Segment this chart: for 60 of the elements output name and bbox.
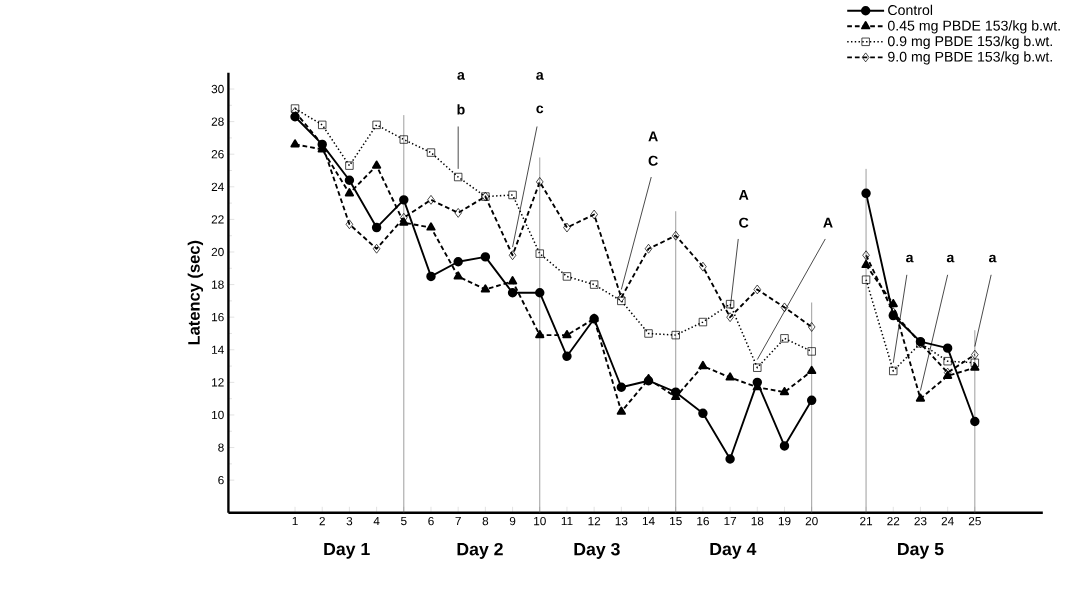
y-tick-label: 12 bbox=[212, 378, 224, 387]
x-tick-label: 8 bbox=[482, 516, 489, 526]
x-tick-label: 9 bbox=[509, 516, 516, 526]
x-tick-label: 14 bbox=[642, 516, 655, 526]
annotation: c bbox=[536, 105, 544, 114]
x-tick-label: 13 bbox=[615, 516, 628, 526]
y-tick-label: 10 bbox=[212, 410, 224, 420]
annotation: A bbox=[823, 217, 833, 228]
x-tick-label: 4 bbox=[373, 516, 380, 526]
y-tick-label: 22 bbox=[211, 215, 224, 224]
x-tick-label: 15 bbox=[670, 516, 682, 526]
text: Day 3 bbox=[574, 542, 620, 559]
y-tick-label: 8 bbox=[218, 443, 224, 452]
annotation: A bbox=[738, 190, 749, 200]
x-tick-label: 16 bbox=[697, 516, 709, 526]
y-tick-label: 20 bbox=[211, 247, 224, 257]
x-tick-label: 1 bbox=[292, 516, 298, 526]
y-tick-label: 26 bbox=[211, 150, 224, 159]
y-axis-title: Latency (sec) bbox=[187, 240, 204, 345]
x-tick-label: 5 bbox=[401, 516, 407, 526]
y-tick-label: 30 bbox=[211, 84, 224, 94]
x-tick-label: 23 bbox=[914, 516, 927, 526]
text: Day 1 bbox=[324, 542, 370, 559]
x-tick-label: 11 bbox=[561, 516, 573, 526]
annotation: a bbox=[946, 254, 955, 263]
x-tick-label: 24 bbox=[941, 516, 954, 526]
text: Day 5 bbox=[898, 542, 944, 559]
y-tick-label: 24 bbox=[211, 182, 224, 191]
annotation: a bbox=[906, 254, 914, 263]
y-tick-label: 14 bbox=[212, 345, 224, 354]
x-tick-label: 22 bbox=[887, 516, 900, 526]
annotation: a bbox=[988, 254, 997, 263]
x-tick-label: 10 bbox=[534, 516, 546, 526]
annotation: C bbox=[739, 217, 749, 228]
x-tick-label: 3 bbox=[346, 516, 353, 526]
y-tick-label: 18 bbox=[212, 280, 224, 289]
y-tick-label: 28 bbox=[211, 117, 224, 126]
legend-label: 9.0 mg PBDE 153/kg b.wt. bbox=[888, 51, 1052, 65]
text: Day 2 bbox=[457, 542, 503, 559]
annotation: A bbox=[648, 131, 658, 142]
annotation: a bbox=[536, 72, 544, 80]
x-tick-label: 7 bbox=[455, 516, 461, 526]
x-tick-label: 25 bbox=[968, 516, 981, 526]
annotation: b bbox=[457, 104, 465, 115]
legend-label: 0.45 mg PBDE 153/kg b.wt. bbox=[887, 20, 1060, 34]
annotation: a bbox=[457, 72, 465, 80]
x-tick-label: 19 bbox=[778, 516, 791, 526]
text: Day 4 bbox=[710, 542, 757, 559]
y-tick-label: 6 bbox=[218, 476, 224, 485]
x-tick-label: 6 bbox=[428, 516, 434, 526]
annotation: C bbox=[648, 155, 658, 166]
x-tick-label: 21 bbox=[860, 516, 873, 526]
legend-label: Control bbox=[888, 4, 933, 16]
x-tick-label: 20 bbox=[805, 516, 818, 526]
legend-label: 0.9 mg PBDE 153/kg b.wt. bbox=[887, 35, 1052, 50]
y-tick-label: 16 bbox=[212, 313, 224, 322]
x-tick-label: 18 bbox=[751, 516, 764, 526]
x-tick-label: 17 bbox=[724, 516, 737, 526]
x-tick-label: 12 bbox=[588, 516, 601, 526]
x-tick-label: 2 bbox=[319, 516, 325, 526]
